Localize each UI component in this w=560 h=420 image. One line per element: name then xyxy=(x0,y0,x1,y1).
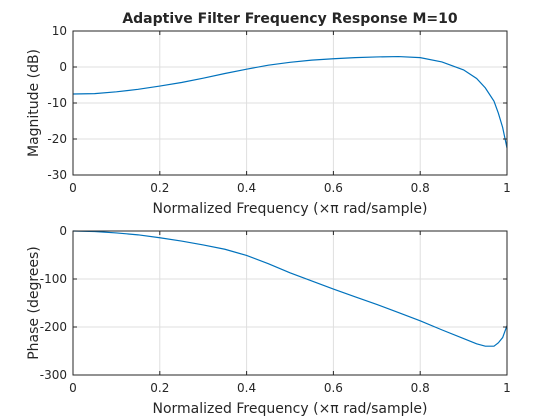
phase-x-tick-label: 1 xyxy=(503,381,511,395)
magnitude-x-tick-label: 0.4 xyxy=(237,181,256,195)
magnitude-y-tick-label: 0 xyxy=(59,60,67,74)
magnitude-y-tick-label: -10 xyxy=(47,96,67,110)
phase-y-tick-label: 0 xyxy=(59,224,67,238)
phase-x-tick-label: 0.6 xyxy=(324,381,343,395)
phase-x-tick-label: 0 xyxy=(69,381,77,395)
magnitude-y-axis-label: Magnitude (dB) xyxy=(26,49,42,157)
phase-y-tick-label: -100 xyxy=(40,272,67,286)
phase-y-tick-label: -300 xyxy=(40,368,67,382)
magnitude-y-tick-label: 10 xyxy=(52,24,67,38)
magnitude-y-tick-label: -20 xyxy=(47,132,67,146)
magnitude-y-tick-label: -30 xyxy=(47,168,67,182)
magnitude-chart-title: Adaptive Filter Frequency Response M=10 xyxy=(122,11,458,27)
magnitude-x-tick-label: 0.6 xyxy=(324,181,343,195)
phase-y-axis-label: Phase (degrees) xyxy=(26,246,42,360)
phase-response-line xyxy=(72,230,508,347)
phase-x-tick-label: 0.4 xyxy=(237,381,256,395)
magnitude-x-tick-label: 0.2 xyxy=(150,181,169,195)
magnitude-x-tick-label: 1 xyxy=(503,181,511,195)
phase-axes-frame xyxy=(72,230,508,376)
magnitude-x-tick-label: 0.8 xyxy=(411,181,430,195)
phase-y-tick-label: -200 xyxy=(40,320,67,334)
phase-x-tick-label: 0.8 xyxy=(411,381,430,395)
phase-x-axis-label: Normalized Frequency (×π rad/sample) xyxy=(153,401,428,417)
phase-x-tick-label: 0.2 xyxy=(150,381,169,395)
magnitude-axes: 0 0.2 0.4 0.6 0.8 1 10 0 -10 -20 -30 Normalized Fre… xyxy=(26,11,511,217)
phase-axes: 0 0.2 0.4 0.6 0.8 1 0 -100 -200 -300 Normalized Fr… xyxy=(26,224,511,417)
magnitude-x-axis-label: Normalized Frequency (×π rad/sample) xyxy=(153,201,428,217)
magnitude-x-tick-label: 0 xyxy=(69,181,77,195)
magnitude-response-line xyxy=(72,55,508,149)
phase-plot-area xyxy=(73,231,507,375)
